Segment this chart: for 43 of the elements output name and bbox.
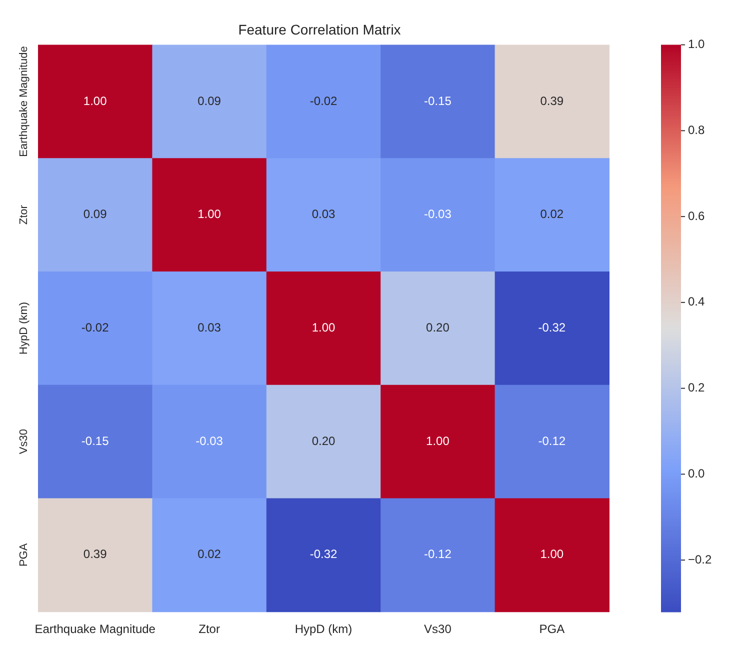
data-label: 0.39 <box>540 94 564 108</box>
y-tick-label: Earthquake Magnitude <box>18 46 30 157</box>
data-label: -0.03 <box>196 434 224 448</box>
data-label: -0.02 <box>310 94 338 108</box>
data-label: 1.00 <box>198 207 222 222</box>
data-label: 0.39 <box>83 547 108 562</box>
color-bar-label: −0.2 <box>688 552 712 566</box>
data-label: 0.09 <box>83 207 108 222</box>
data-label: 0.03 <box>198 320 222 335</box>
data-label: -0.15 <box>81 434 110 448</box>
data-label: -0.03 <box>424 207 452 222</box>
data-label: -0.12 <box>424 547 452 562</box>
color-bar-label: 0.6 <box>688 208 706 223</box>
data-label: 0.02 <box>198 547 222 562</box>
x-tick-label: HypD (km) <box>294 622 352 636</box>
data-label: -0.02 <box>81 320 110 335</box>
chart-title: Feature Correlation Matrix <box>238 21 401 38</box>
data-label: 1.00 <box>83 94 108 108</box>
color-bar-label: 0.2 <box>688 380 706 395</box>
data-label: 1.00 <box>312 320 336 335</box>
y-tick-label: Ztor <box>18 204 30 225</box>
x-tick-label: Earthquake Magnitude <box>34 622 156 636</box>
data-label: -0.12 <box>538 434 566 448</box>
data-label: -0.15 <box>424 94 452 108</box>
color-bar-label: 0.8 <box>688 122 706 137</box>
color-bar-label: 0.0 <box>688 466 706 481</box>
x-tick-label: Vs30 <box>424 622 452 636</box>
y-tick-label: HypD (km) <box>18 302 30 354</box>
y-tick-label: Vs30 <box>18 429 30 454</box>
data-label: 0.20 <box>312 434 336 448</box>
data-label: 0.02 <box>540 207 564 222</box>
y-tick-label: PGA <box>18 542 30 567</box>
data-label: -0.32 <box>310 547 338 562</box>
data-label: 1.00 <box>426 434 450 448</box>
data-label: 0.03 <box>312 207 336 222</box>
x-tick-label: Ztor <box>198 622 220 636</box>
data-label: -0.32 <box>538 320 566 335</box>
color-bar-label: 1.0 <box>688 37 706 52</box>
data-label: 0.09 <box>198 94 222 108</box>
x-tick-label: PGA <box>539 622 565 636</box>
data-label: 1.00 <box>540 547 564 562</box>
data-label: 0.20 <box>426 320 450 335</box>
color-bar-label: 0.4 <box>688 294 706 309</box>
